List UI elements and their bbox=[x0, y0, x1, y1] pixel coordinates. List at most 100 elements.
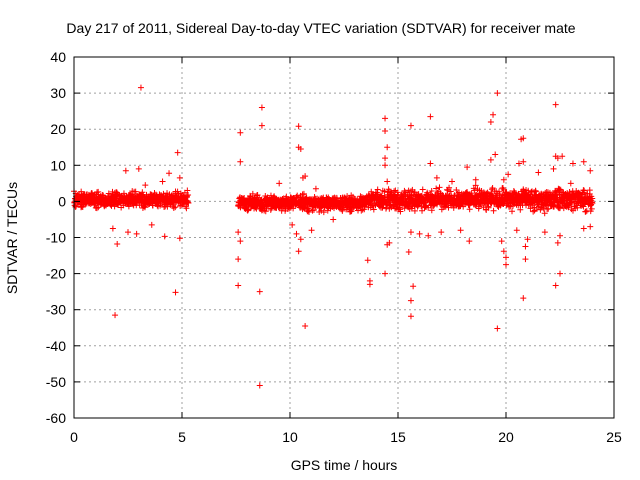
data-point bbox=[490, 111, 497, 118]
data-point bbox=[109, 225, 116, 232]
data-point bbox=[500, 176, 507, 183]
data-point bbox=[520, 158, 527, 165]
data-point bbox=[513, 227, 520, 234]
data-point bbox=[235, 229, 242, 236]
data-point bbox=[407, 122, 414, 129]
data-point bbox=[487, 156, 494, 163]
y-tick-label: -10 bbox=[46, 230, 66, 246]
data-point bbox=[366, 281, 373, 288]
data-point bbox=[428, 187, 435, 194]
data-point bbox=[133, 230, 140, 237]
y-tick-label: 20 bbox=[50, 121, 66, 137]
data-point bbox=[580, 158, 587, 165]
data-point bbox=[299, 191, 306, 198]
data-point bbox=[358, 207, 365, 214]
data-point bbox=[460, 203, 467, 210]
data-point bbox=[176, 174, 183, 181]
data-point bbox=[485, 204, 492, 211]
data-point bbox=[114, 240, 121, 247]
data-point bbox=[567, 180, 574, 187]
data-point bbox=[185, 191, 192, 198]
data-point bbox=[299, 174, 306, 181]
data-point bbox=[520, 295, 527, 302]
data-point bbox=[172, 289, 179, 296]
data-point bbox=[382, 270, 389, 277]
data-point bbox=[176, 235, 183, 242]
data-point bbox=[509, 208, 516, 215]
y-tick-label: 10 bbox=[50, 157, 66, 173]
data-point bbox=[276, 180, 283, 187]
data-point bbox=[382, 115, 389, 122]
data-point bbox=[503, 254, 509, 261]
data-point bbox=[557, 232, 563, 239]
data-point bbox=[407, 229, 414, 236]
data-point bbox=[407, 297, 414, 304]
data-point bbox=[370, 206, 377, 213]
data-point bbox=[374, 186, 381, 193]
data-point bbox=[256, 288, 263, 295]
data-points bbox=[71, 84, 596, 389]
data-point bbox=[456, 189, 463, 196]
data-point bbox=[582, 208, 589, 215]
data-point bbox=[552, 101, 559, 108]
data-point bbox=[522, 256, 529, 263]
data-point bbox=[425, 232, 432, 239]
data-point bbox=[170, 204, 177, 211]
data-point bbox=[500, 248, 507, 255]
data-point bbox=[587, 223, 594, 230]
data-point bbox=[428, 207, 435, 214]
data-point bbox=[125, 203, 132, 210]
y-tick-label: 40 bbox=[50, 49, 66, 65]
x-tick-label: 10 bbox=[282, 429, 298, 445]
data-point bbox=[541, 210, 548, 217]
data-point bbox=[397, 208, 404, 215]
data-point bbox=[468, 190, 475, 197]
data-point bbox=[466, 206, 473, 213]
y-tick-label: 0 bbox=[58, 193, 66, 209]
data-point bbox=[520, 135, 527, 142]
y-tick-label: -20 bbox=[46, 266, 66, 282]
data-point bbox=[135, 165, 142, 172]
data-point bbox=[411, 189, 418, 196]
data-point bbox=[368, 188, 375, 195]
data-point bbox=[384, 178, 391, 185]
data-point bbox=[132, 188, 139, 195]
data-point bbox=[262, 208, 269, 215]
data-point bbox=[559, 153, 566, 160]
data-point bbox=[244, 207, 251, 214]
data-point bbox=[419, 186, 426, 193]
x-tick-label: 20 bbox=[498, 429, 514, 445]
data-point bbox=[235, 256, 242, 263]
data-point bbox=[554, 155, 561, 162]
data-point bbox=[382, 128, 389, 135]
data-point bbox=[541, 229, 548, 236]
data-point bbox=[142, 182, 149, 189]
data-point bbox=[492, 151, 499, 158]
data-point bbox=[386, 239, 393, 246]
data-point bbox=[237, 158, 244, 165]
data-point bbox=[466, 238, 473, 245]
data-point bbox=[148, 221, 155, 228]
data-point bbox=[580, 203, 587, 210]
data-point bbox=[569, 160, 576, 167]
data-point bbox=[487, 118, 494, 125]
data-point bbox=[557, 270, 563, 277]
x-tick-label: 25 bbox=[606, 429, 622, 445]
data-point bbox=[407, 313, 414, 320]
x-tick-label: 15 bbox=[390, 429, 406, 445]
data-point bbox=[93, 205, 100, 212]
y-tick-label: -60 bbox=[46, 410, 66, 426]
data-point bbox=[472, 182, 479, 189]
data-point bbox=[295, 123, 302, 130]
data-point bbox=[490, 207, 497, 214]
data-point bbox=[530, 208, 537, 215]
x-tick-label: 5 bbox=[178, 429, 186, 445]
data-point bbox=[446, 184, 453, 191]
data-point bbox=[297, 146, 304, 153]
data-point bbox=[410, 283, 417, 290]
data-point bbox=[552, 282, 559, 289]
data-point bbox=[125, 229, 131, 236]
data-point bbox=[550, 165, 557, 172]
data-point bbox=[348, 208, 355, 215]
